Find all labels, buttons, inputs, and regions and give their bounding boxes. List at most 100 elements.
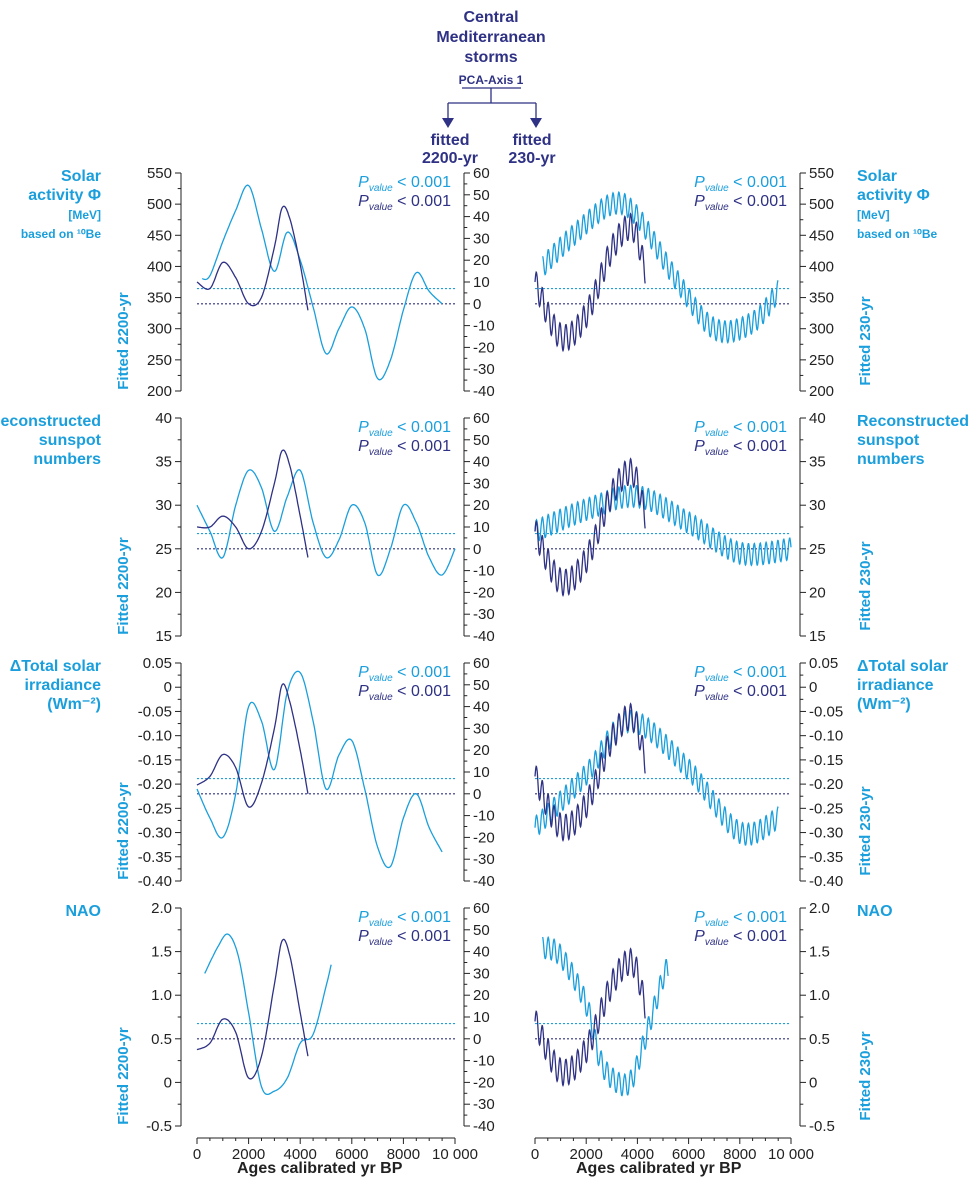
series-line-proxy bbox=[542, 191, 779, 345]
right-y-axis-tick-label: 450 bbox=[809, 227, 834, 244]
row-label-left: numbers bbox=[33, 451, 101, 468]
left-y-axis-tick-label: 2.0 bbox=[151, 900, 172, 917]
center-y-axis-tick-label: 30 bbox=[473, 965, 490, 982]
left-y-axis-tick-label: 200 bbox=[147, 383, 172, 400]
right-y-axis-tick-label: 15 bbox=[809, 628, 826, 645]
row-label-left: Reconstructed bbox=[0, 413, 101, 430]
x-axis-tick-label: 6000 bbox=[335, 1146, 368, 1163]
pvalue-navy: Pvalue < 0.001 bbox=[358, 438, 451, 458]
series-line-storms bbox=[534, 947, 646, 1087]
row-label-right: Solar bbox=[857, 168, 897, 185]
right-y-axis-tick-label: 1.0 bbox=[809, 987, 830, 1004]
fitted-2200-axis-label: Fitted 2200-yr bbox=[115, 292, 132, 390]
row-label-left: (Wm⁻²) bbox=[47, 696, 101, 713]
right-y-axis-tick-label: 200 bbox=[809, 383, 834, 400]
center-y-axis-tick-label: -40 bbox=[473, 873, 495, 890]
left-y-axis-tick-label: -0.35 bbox=[138, 849, 172, 866]
center-y-axis-tick-label: -10 bbox=[473, 563, 495, 580]
left-y-axis-tick-label: 1.0 bbox=[151, 987, 172, 1004]
row-label-left: ΔTotal solar bbox=[10, 658, 101, 675]
row-label-left: NAO bbox=[65, 903, 101, 920]
pvalue-cyan: Pvalue < 0.001 bbox=[358, 664, 451, 684]
center-y-axis-tick-label: -30 bbox=[473, 361, 495, 378]
center-y-axis-tick-label: -20 bbox=[473, 339, 495, 356]
fitted-2200-axis-label: Fitted 2200-yr bbox=[115, 537, 132, 635]
center-y-axis-tick-label: -20 bbox=[473, 1074, 495, 1091]
left-y-axis-tick-label: 250 bbox=[147, 352, 172, 369]
series-line-storms bbox=[534, 457, 646, 597]
center-y-axis-tick-label: 60 bbox=[473, 165, 490, 182]
center-y-axis-tick-label: 60 bbox=[473, 410, 490, 427]
right-y-axis-tick-label: -0.05 bbox=[809, 703, 843, 720]
center-y-axis-tick-label: 50 bbox=[473, 922, 490, 939]
row-label-left: activity Φ bbox=[28, 187, 101, 204]
pvalue-cyan: Pvalue < 0.001 bbox=[694, 419, 787, 439]
left-y-axis-tick-label: -0.25 bbox=[138, 800, 172, 817]
right-y-axis-tick-label: 250 bbox=[809, 352, 834, 369]
right-y-axis-tick-label: 0.5 bbox=[809, 1031, 830, 1048]
pvalue-navy: Pvalue < 0.001 bbox=[694, 438, 787, 458]
row-label-right: Reconstructed bbox=[857, 413, 969, 430]
right-y-axis-tick-label: -0.25 bbox=[809, 800, 843, 817]
left-y-axis-tick-label: 30 bbox=[155, 497, 172, 514]
center-y-axis-tick-label: 40 bbox=[473, 699, 490, 716]
row-label-right: sunspot bbox=[857, 432, 920, 449]
left-y-axis-tick-label: -0.40 bbox=[138, 873, 172, 890]
center-y-axis-tick-label: 50 bbox=[473, 187, 490, 204]
x-axis-tick-label: 4000 bbox=[621, 1146, 654, 1163]
center-y-axis-tick-label: 60 bbox=[473, 655, 490, 672]
left-y-axis-tick-label: 500 bbox=[147, 196, 172, 213]
center-y-axis-tick-label: -30 bbox=[473, 606, 495, 623]
row-label-right: [MeV] bbox=[857, 208, 890, 222]
left-y-axis-tick-label: -0.20 bbox=[138, 776, 172, 793]
center-y-axis-tick-label: 50 bbox=[473, 677, 490, 694]
center-y-axis-tick-label: 0 bbox=[473, 1031, 481, 1048]
center-y-axis-tick-label: 10 bbox=[473, 274, 490, 291]
row-label-left: Solar bbox=[61, 168, 101, 185]
left-y-axis-tick-label: 0 bbox=[164, 679, 172, 696]
right-y-axis-tick-label: 25 bbox=[809, 541, 826, 558]
center-y-axis-tick-label: 10 bbox=[473, 1009, 490, 1026]
series-line-storms bbox=[196, 205, 309, 311]
right-y-axis-tick-label: 1.5 bbox=[809, 944, 830, 961]
pvalue-navy: Pvalue < 0.001 bbox=[694, 193, 787, 213]
right-y-axis-tick-label: 20 bbox=[809, 584, 826, 601]
pvalue-cyan: Pvalue < 0.001 bbox=[358, 909, 451, 929]
center-y-axis-tick-label: 0 bbox=[473, 541, 481, 558]
center-y-axis-tick-label: 50 bbox=[473, 432, 490, 449]
center-y-axis-tick-label: 40 bbox=[473, 944, 490, 961]
row-label-right: irradiance bbox=[857, 677, 934, 694]
right-y-axis-tick-label: 2.0 bbox=[809, 900, 830, 917]
x-axis-tick-label: 0 bbox=[193, 1146, 201, 1163]
x-axis-tick-label: 2000 bbox=[232, 1146, 265, 1163]
left-y-axis-tick-label: 550 bbox=[147, 165, 172, 182]
header-title-line: storms bbox=[464, 49, 517, 66]
x-axis-label: Ages calibrated yr BP bbox=[237, 1160, 403, 1177]
series-line-storms bbox=[534, 212, 646, 353]
center-y-axis-tick-label: -10 bbox=[473, 318, 495, 335]
center-y-axis-tick-label: 20 bbox=[473, 497, 490, 514]
header-subtitle: PCA-Axis 1 bbox=[459, 73, 524, 87]
center-y-axis-tick-label: -40 bbox=[473, 383, 495, 400]
left-y-axis-tick-label: -0.30 bbox=[138, 825, 172, 842]
fitted-230-label: 230-yr bbox=[508, 150, 555, 167]
row-label-right: (Wm⁻²) bbox=[857, 696, 911, 713]
right-y-axis-tick-label: 30 bbox=[809, 497, 826, 514]
row-label-right: activity Φ bbox=[857, 187, 930, 204]
right-y-axis-tick-label: 300 bbox=[809, 321, 834, 338]
left-y-axis-tick-label: 40 bbox=[155, 410, 172, 427]
x-axis-tick-label: 2000 bbox=[570, 1146, 603, 1163]
pvalue-cyan: Pvalue < 0.001 bbox=[358, 174, 451, 194]
left-y-axis-tick-label: 0.05 bbox=[143, 655, 172, 672]
series-line-storms bbox=[196, 683, 309, 808]
right-y-axis-tick-label: -0.30 bbox=[809, 825, 843, 842]
pvalue-cyan: Pvalue < 0.001 bbox=[694, 174, 787, 194]
left-y-axis-tick-label: -0.5 bbox=[146, 1118, 172, 1135]
row-label-left: sunspot bbox=[39, 432, 102, 449]
fitted-230-axis-label: Fitted 230-yr bbox=[857, 296, 874, 385]
arrow-left-icon bbox=[442, 118, 454, 128]
row-label-right: NAO bbox=[857, 903, 893, 920]
center-y-axis-tick-label: 40 bbox=[473, 454, 490, 471]
fitted-230-axis-label: Fitted 230-yr bbox=[857, 541, 874, 630]
x-axis-label: Ages calibrated yr BP bbox=[576, 1160, 742, 1177]
